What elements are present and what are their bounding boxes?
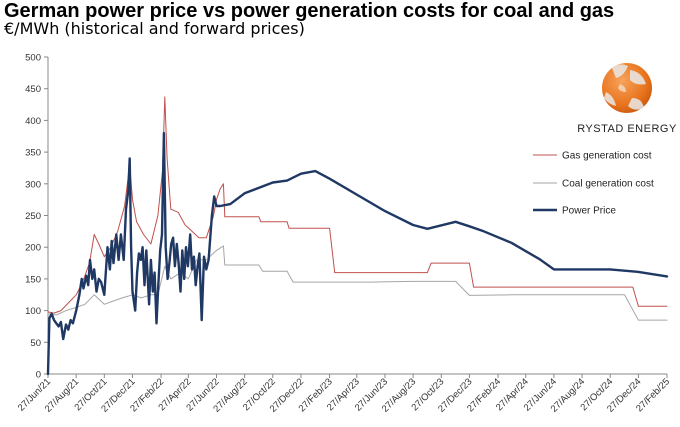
y-tick-label: 0 (36, 370, 41, 381)
y-tick-label: 100 (25, 306, 41, 317)
y-tick-label: 150 (25, 274, 41, 285)
brand-name: RYSTAD ENERGY (577, 123, 677, 135)
y-tick-label: 350 (25, 148, 41, 159)
series-line-gas-generation-cost (47, 96, 668, 314)
y-tick-label: 300 (25, 179, 41, 190)
chart-series (46, 96, 669, 376)
y-tick-label: 450 (25, 84, 41, 95)
chart-title: German power price vs power generation c… (4, 0, 615, 22)
chart-axes: 05010015020025030035040045050027/Jun/212… (16, 53, 672, 415)
y-tick-label: 50 (30, 338, 41, 349)
y-tick-label: 500 (25, 53, 41, 64)
y-tick-label: 200 (25, 243, 41, 254)
y-tick-label: 250 (25, 211, 41, 222)
series-line-coal-generation-cost (47, 245, 668, 321)
legend-label-gas-generation-cost: Gas generation cost (562, 151, 652, 162)
rystad-logo-icon (602, 63, 652, 113)
series-line-power-price (46, 131, 669, 376)
legend-label-coal-generation-cost: Coal generation cost (562, 179, 654, 190)
y-tick-label: 400 (25, 116, 41, 127)
chart-subtitle: €/MWh (historical and forward prices) (4, 19, 305, 38)
legend-label-power-price: Power Price (562, 206, 616, 217)
chart-legend: Gas generation cost Coal generation cost P… (533, 151, 654, 217)
